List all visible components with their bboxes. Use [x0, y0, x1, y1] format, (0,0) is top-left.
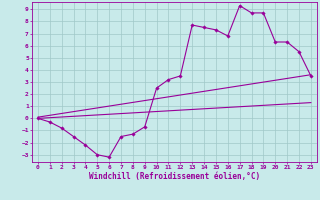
X-axis label: Windchill (Refroidissement éolien,°C): Windchill (Refroidissement éolien,°C)	[89, 172, 260, 181]
